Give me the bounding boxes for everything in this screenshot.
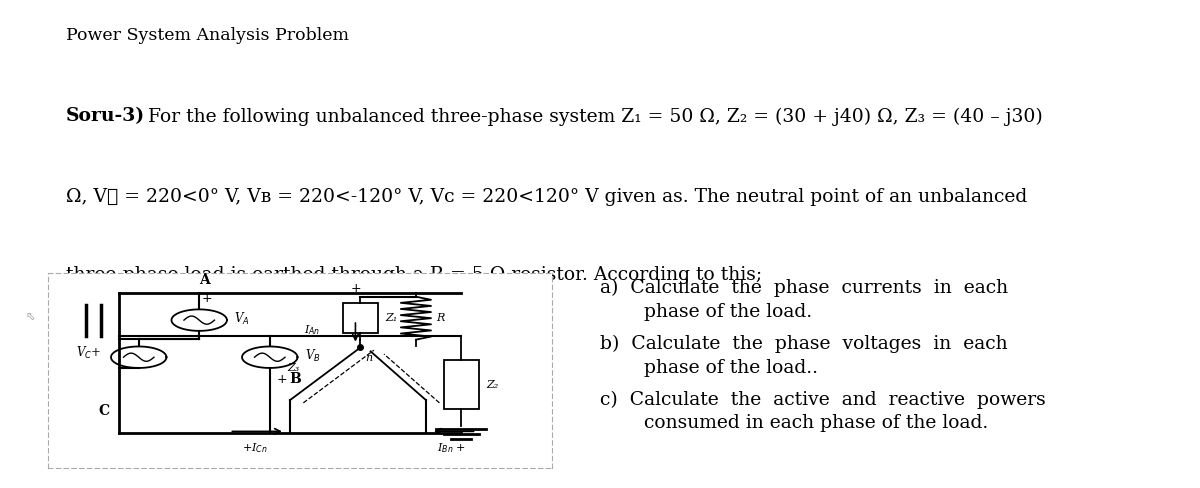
- Text: +I$_{Cn}$: +I$_{Cn}$: [242, 441, 268, 455]
- Text: V$_C$+: V$_C$+: [76, 346, 101, 361]
- Text: +: +: [350, 282, 361, 295]
- Text: +: +: [277, 373, 288, 386]
- Text: Z₁: Z₁: [385, 313, 398, 323]
- Text: consumed in each phase of the load.: consumed in each phase of the load.: [644, 414, 989, 432]
- Text: C: C: [98, 404, 109, 418]
- Text: R: R: [436, 313, 444, 323]
- Text: ⬁: ⬁: [25, 312, 35, 322]
- Text: I$_{Bn}$ +: I$_{Bn}$ +: [437, 441, 466, 455]
- Text: Power System Analysis Problem: Power System Analysis Problem: [66, 27, 349, 44]
- Text: b)  Calculate  the  phase  voltages  in  each: b) Calculate the phase voltages in each: [600, 335, 1008, 353]
- Text: V$_B$: V$_B$: [305, 348, 320, 364]
- Text: I$_{An}$: I$_{An}$: [304, 323, 320, 337]
- Bar: [444, 360, 479, 409]
- Text: Z₂: Z₂: [486, 380, 499, 389]
- Text: Ω, V⁁ = 220<0° V, Vʙ = 220<-120° V, Vᴄ = 220<120° V given as. The neutral point : Ω, V⁁ = 220<0° V, Vʙ = 220<-120° V, Vᴄ =…: [66, 188, 1027, 206]
- Text: phase of the load.: phase of the load.: [644, 303, 812, 321]
- Text: A: A: [199, 273, 210, 287]
- Text: For the following unbalanced three-phase system Z₁ = 50 Ω, Z₂ = (30 + j40) Ω, Z₃: For the following unbalanced three-phase…: [142, 107, 1043, 125]
- Bar: [343, 303, 378, 333]
- Text: +: +: [202, 291, 212, 305]
- Text: Soru-3): Soru-3): [66, 107, 145, 125]
- Text: B: B: [289, 371, 301, 386]
- Text: three-phase load is earthed through a R = 5 Ω resistor. According to this;: three-phase load is earthed through a R …: [66, 266, 762, 284]
- Text: n: n: [366, 353, 373, 363]
- Text: a)  Calculate  the  phase  currents  in  each: a) Calculate the phase currents in each: [600, 279, 1008, 297]
- Text: V$_A$: V$_A$: [234, 311, 250, 327]
- Text: phase of the load..: phase of the load..: [644, 359, 818, 377]
- Text: Z₃: Z₃: [288, 363, 300, 373]
- Text: c)  Calculate  the  active  and  reactive  powers: c) Calculate the active and reactive pow…: [600, 391, 1045, 409]
